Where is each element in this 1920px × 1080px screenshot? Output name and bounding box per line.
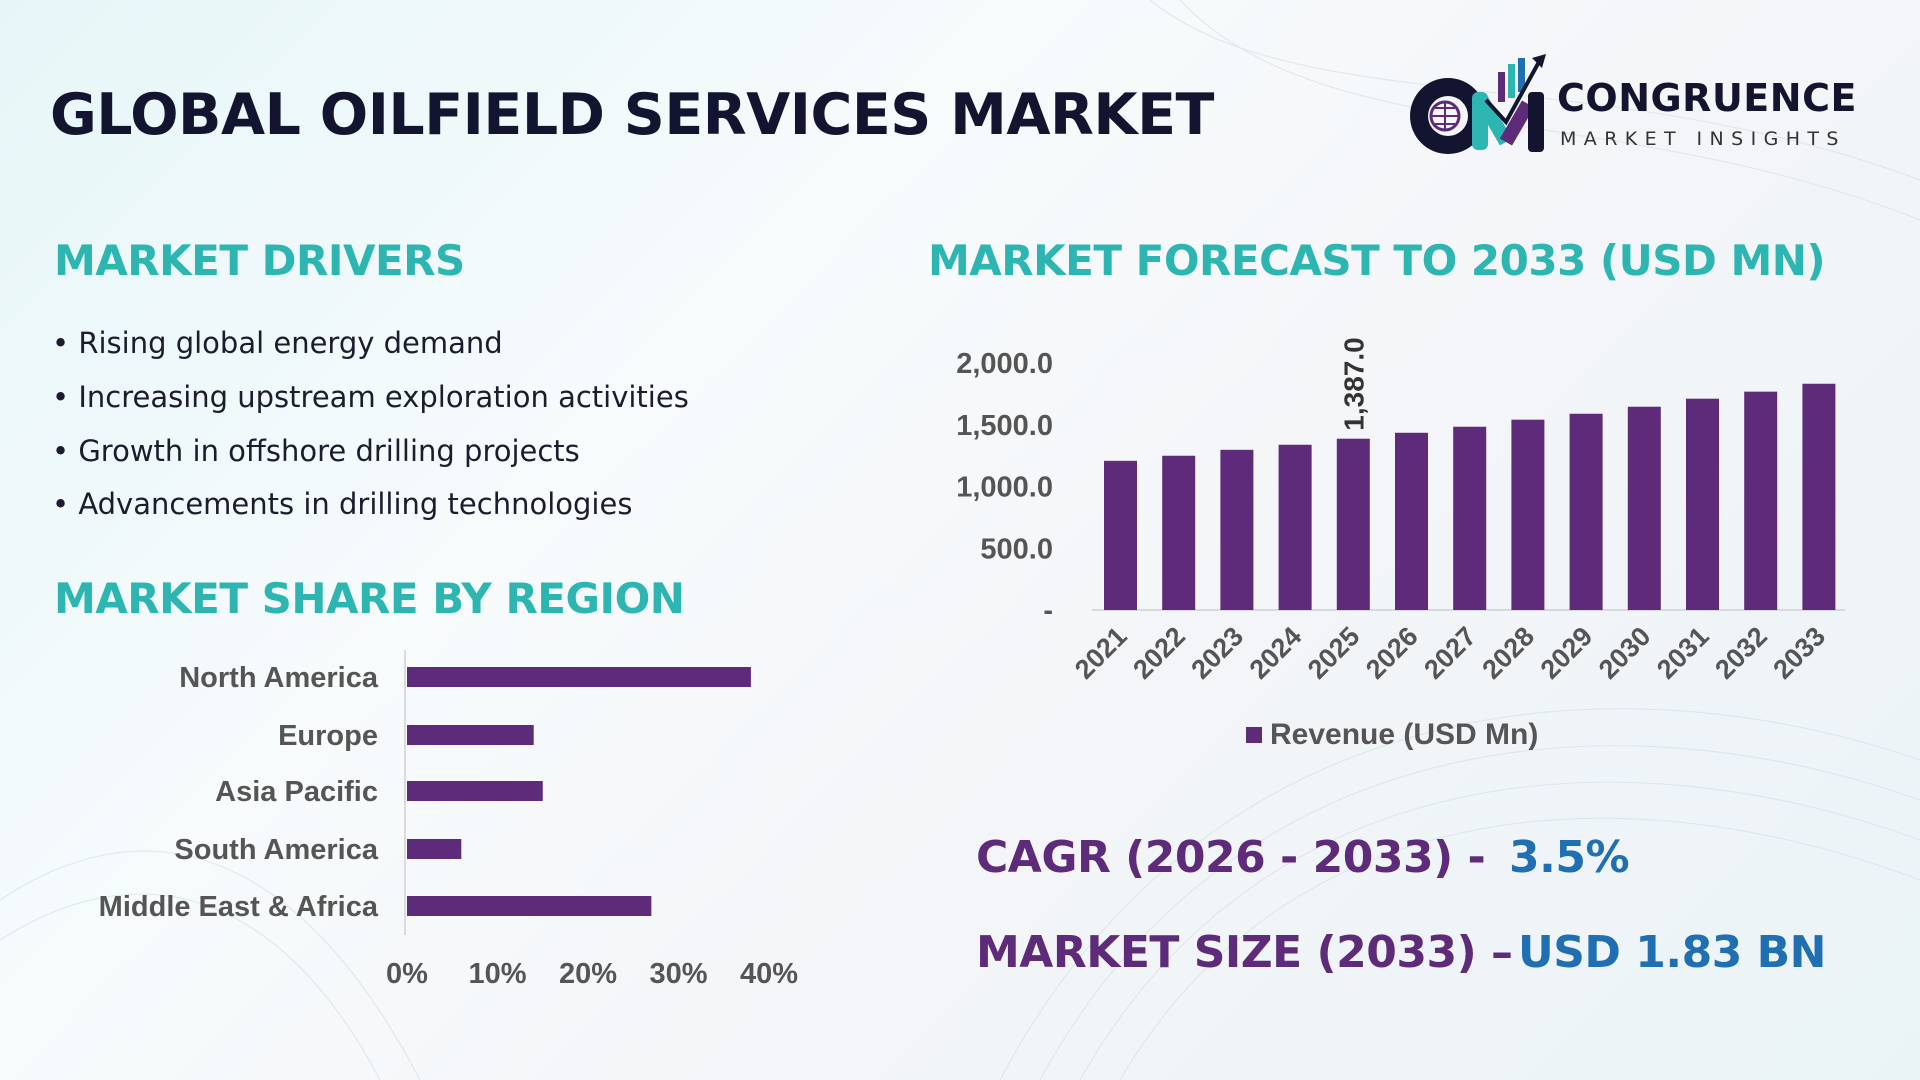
driver-item: • Increasing upstream exploration activi…	[52, 380, 689, 414]
region-bar	[407, 896, 652, 916]
region-bar	[407, 839, 462, 859]
forecast-bar	[1395, 432, 1428, 610]
y-tick-label: -	[1043, 595, 1053, 627]
forecast-bar	[1744, 391, 1778, 610]
forecast-bar	[1336, 438, 1370, 610]
x-tick-label: 2021	[1069, 621, 1133, 685]
x-tick-label: 2023	[1185, 621, 1249, 685]
region-bar-chart: North America Europe Asia Pacific South Ame…	[99, 650, 798, 990]
region-label: Europe	[278, 720, 378, 752]
x-tick-label: 2025	[1302, 621, 1366, 685]
page-title: GLOBAL OILFIELD SERVICES MARKET	[50, 82, 1214, 148]
region-bar	[407, 781, 543, 801]
y-tick-label: 1,500.0	[956, 410, 1053, 442]
forecast-bar	[1220, 449, 1254, 610]
cagr-label: CAGR (2026 - 2033) -	[976, 832, 1486, 883]
forecast-bar	[1802, 383, 1836, 610]
x-tick-label: 2032	[1709, 621, 1773, 685]
x-tick-label: 30%	[649, 958, 707, 990]
forecast-bar	[1627, 406, 1661, 610]
driver-item: • Growth in offshore drilling projects	[52, 434, 580, 468]
forecast-bar-chart: -500.01,000.01,500.02,000.02021202220232…	[956, 337, 1845, 751]
forecast-bar	[1511, 419, 1545, 610]
y-tick-label: 2,000.0	[956, 348, 1053, 380]
x-tick-label: 40%	[740, 958, 798, 990]
forecast-bar	[1569, 413, 1603, 610]
forecast-bar	[1162, 455, 1196, 610]
logo-name: CONGRUENCE	[1557, 76, 1857, 120]
region-bar	[407, 667, 751, 687]
forecast-bar	[1104, 460, 1137, 610]
driver-item: • Rising global energy demand	[52, 326, 503, 360]
x-tick-label: 2022	[1127, 621, 1191, 685]
driver-item: • Advancements in drilling technologies	[52, 487, 633, 521]
y-tick-label: 1,000.0	[956, 472, 1053, 504]
legend-label: Revenue (USD Mn)	[1270, 718, 1538, 751]
cagr-value: 3.5%	[1509, 832, 1630, 883]
x-tick-label: 2024	[1244, 621, 1308, 685]
market-size-label: MARKET SIZE (2033) –	[976, 927, 1513, 978]
x-tick-label: 10%	[468, 958, 526, 990]
x-tick-label: 2028	[1476, 621, 1540, 685]
legend-swatch	[1246, 727, 1262, 743]
x-tick-label: 2027	[1418, 621, 1482, 685]
drivers-heading: MARKET DRIVERS	[54, 236, 465, 285]
forecast-bar	[1453, 426, 1487, 610]
x-tick-label: 2033	[1767, 621, 1831, 685]
x-tick-label: 2031	[1651, 621, 1715, 685]
region-heading: MARKET SHARE BY REGION	[54, 574, 685, 623]
forecast-heading: MARKET FORECAST TO 2033 (USD MN)	[928, 236, 1826, 285]
market-size-value: USD 1.83 BN	[1518, 927, 1827, 978]
y-tick-label: 500.0	[980, 533, 1053, 565]
x-tick-label: 20%	[559, 958, 617, 990]
x-tick-label: 0%	[386, 958, 428, 990]
x-tick-label: 2026	[1360, 621, 1424, 685]
region-label: Asia Pacific	[215, 776, 378, 808]
forecast-bar	[1686, 398, 1719, 610]
region-label: South America	[174, 834, 378, 866]
region-bar	[407, 725, 534, 745]
logo-mark-icon	[1410, 54, 1546, 154]
logo-subtitle: MARKET INSIGHTS	[1560, 128, 1846, 150]
region-label: North America	[179, 662, 379, 694]
data-label: 1,387.0	[1338, 337, 1369, 430]
x-tick-label: 2030	[1593, 621, 1657, 685]
region-label: Middle East & Africa	[99, 891, 379, 923]
forecast-bar	[1278, 444, 1312, 610]
x-tick-label: 2029	[1535, 621, 1599, 685]
